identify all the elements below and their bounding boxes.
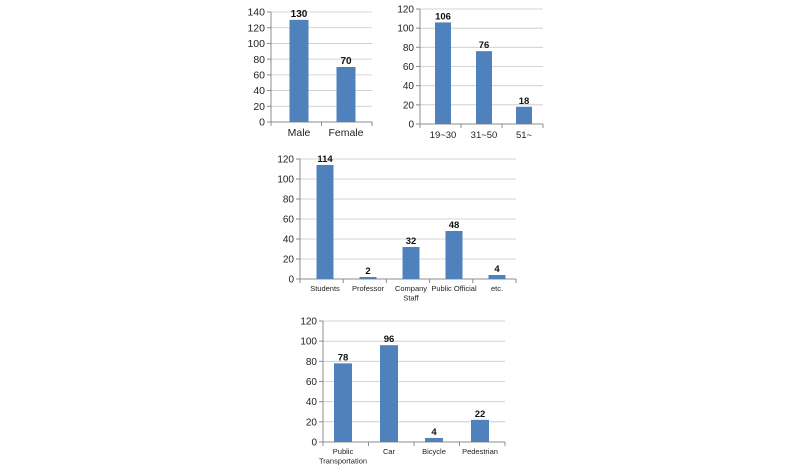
- y-tick-label: 80: [253, 54, 265, 66]
- category-label-line: 19~30: [430, 130, 457, 141]
- y-tick-label: 60: [403, 62, 415, 73]
- bar: [316, 165, 334, 279]
- data-label: 76: [479, 40, 490, 51]
- category-label: Public Official: [431, 284, 477, 293]
- category-label: Professor: [352, 284, 385, 293]
- category-label: Male: [288, 127, 311, 139]
- data-label: 32: [406, 236, 417, 247]
- bar: [336, 67, 356, 122]
- y-tick-label: 60: [253, 70, 265, 82]
- y-tick-label: 100: [300, 337, 317, 348]
- bar: [516, 106, 532, 124]
- data-label: 2: [365, 266, 370, 277]
- y-tick-label: 100: [397, 24, 414, 35]
- y-tick-label: 20: [283, 255, 295, 266]
- bar: [435, 22, 451, 125]
- bar: [445, 231, 463, 279]
- y-tick-label: 80: [283, 195, 295, 206]
- y-tick-label: 0: [259, 117, 265, 129]
- y-tick-label: 120: [300, 317, 317, 328]
- y-tick-label: 120: [397, 5, 414, 16]
- category-label-line: Public Official: [431, 284, 477, 293]
- y-tick-label: 140: [247, 7, 265, 19]
- category-label-line: 31~50: [471, 130, 498, 141]
- bar: [425, 437, 443, 442]
- bar: [488, 275, 506, 279]
- data-label: 4: [494, 264, 500, 275]
- data-label: 70: [340, 56, 352, 67]
- category-label: 51~: [516, 130, 533, 141]
- y-tick-label: 80: [306, 357, 318, 368]
- y-tick-label: 20: [306, 417, 318, 428]
- y-tick-label: 100: [277, 175, 294, 186]
- category-label-line: 51~: [516, 130, 533, 141]
- data-label: 130: [291, 9, 308, 20]
- y-tick-label: 120: [247, 22, 265, 34]
- chart-4: 0 20 40 60 80 100 120 78 Public Transportation 96 C…: [300, 317, 506, 466]
- bar: [334, 363, 352, 442]
- category-label: Pedestrian: [462, 447, 498, 456]
- y-tick-label: 40: [403, 81, 415, 92]
- data-label: 114: [317, 154, 333, 165]
- y-tick-label: 40: [253, 85, 265, 97]
- y-tick-label: 0: [311, 438, 317, 449]
- y-tick-label: 40: [306, 397, 318, 408]
- category-label: Female: [328, 127, 363, 139]
- category-label-line: Company: [395, 284, 427, 293]
- data-label: 96: [384, 334, 395, 345]
- y-tick-label: 120: [277, 155, 294, 166]
- category-label: Students: [310, 284, 340, 293]
- category-label: Bicycle: [422, 447, 446, 456]
- category-label-line: Female: [328, 127, 363, 139]
- chart-3: 0 20 40 60 80 100 120 114 Students 2 Professor 32 Co…: [277, 154, 517, 303]
- category-label: Public Transportation: [319, 447, 367, 466]
- chart-1: 0 20 40 60 80 100 120 140 130 Male 70 Female: [247, 7, 373, 139]
- category-label-line: Male: [288, 127, 311, 139]
- category-label-line: Car: [383, 447, 396, 456]
- category-label-line: etc.: [491, 284, 503, 293]
- category-label-line: Public: [333, 447, 354, 456]
- category-label: Company Staff: [395, 284, 427, 303]
- y-tick-label: 0: [288, 275, 294, 286]
- y-tick-label: 40: [283, 235, 295, 246]
- bar: [402, 247, 420, 279]
- category-label: 19~30: [430, 130, 457, 141]
- category-label-line: Students: [310, 284, 340, 293]
- data-label: 4: [431, 427, 437, 438]
- bar: [471, 419, 489, 442]
- y-tick-label: 60: [283, 215, 295, 226]
- y-tick-label: 80: [403, 43, 415, 54]
- y-tick-label: 0: [408, 120, 414, 131]
- category-label-line: Staff: [403, 294, 419, 303]
- y-tick-label: 20: [253, 101, 265, 113]
- data-label: 18: [519, 96, 530, 107]
- category-label-line: Bicycle: [422, 447, 446, 456]
- category-label-line: Transportation: [319, 457, 367, 466]
- y-tick-label: 20: [403, 100, 415, 111]
- bar: [380, 345, 398, 442]
- bar: [289, 19, 309, 122]
- bar: [359, 277, 377, 279]
- category-label: Car: [383, 447, 396, 456]
- chart-2: 0 20 40 60 80 100 120 106 19~30 76 31~50 18 51~: [397, 5, 544, 141]
- category-label-line: Pedestrian: [462, 447, 498, 456]
- y-tick-label: 60: [306, 377, 318, 388]
- data-label: 106: [435, 11, 451, 22]
- category-label: etc.: [491, 284, 503, 293]
- bar: [476, 51, 492, 124]
- y-tick-label: 100: [247, 38, 265, 50]
- data-label: 48: [449, 220, 460, 231]
- category-label: 31~50: [471, 130, 498, 141]
- data-label: 22: [475, 409, 486, 420]
- data-label: 78: [338, 352, 349, 363]
- category-label-line: Professor: [352, 284, 385, 293]
